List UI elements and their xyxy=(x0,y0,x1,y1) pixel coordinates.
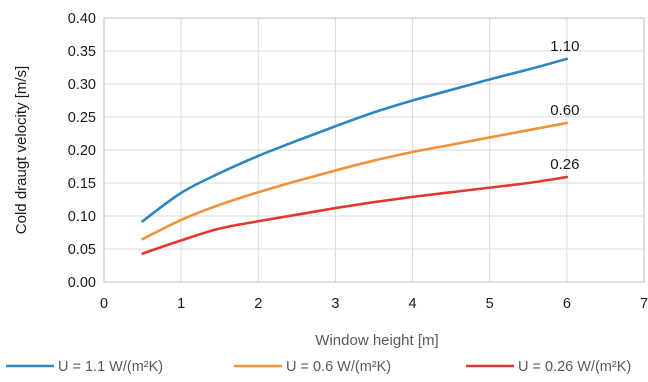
legend-label: U = 0.26 W/(m²K) xyxy=(518,359,631,375)
x-axis-tick-labels: 0 1 2 3 4 5 6 7 xyxy=(100,296,648,312)
series-lines xyxy=(141,57,569,255)
x-tick-label: 7 xyxy=(640,296,648,312)
series-line-1 xyxy=(141,57,569,223)
series-end-label: 0.60 xyxy=(550,102,579,119)
y-tick-label: 0.05 xyxy=(68,242,96,258)
y-tick-label: 0.00 xyxy=(68,275,96,291)
y-tick-label: 0.25 xyxy=(68,110,96,126)
y-axis-tick-labels: 0.00 0.05 0.10 0.15 0.20 0.25 0.30 0.35 0.40 xyxy=(68,11,96,291)
y-tick-label: 0.30 xyxy=(68,77,96,93)
x-tick-label: 5 xyxy=(486,296,494,312)
x-tick-label: 0 xyxy=(100,296,108,312)
legend: U = 1.1 W/(m²K) U = 0.6 W/(m²K) U = 0.26 W… xyxy=(6,359,631,375)
x-tick-label: 6 xyxy=(563,296,571,312)
plot-area-border xyxy=(103,17,645,283)
x-axis-title: Window height [m] xyxy=(315,332,438,349)
x-tick-label: 2 xyxy=(254,296,262,312)
x-tick-label: 4 xyxy=(409,296,417,312)
series-line-2 xyxy=(141,121,569,241)
y-tick-label: 0.40 xyxy=(68,11,96,27)
y-tick-label: 0.10 xyxy=(68,209,96,225)
series-end-labels: 1.10 0.60 0.26 xyxy=(550,38,579,173)
legend-label: U = 0.6 W/(m²K) xyxy=(286,359,391,375)
plot-frame xyxy=(103,17,645,283)
x-tick-label: 1 xyxy=(177,296,185,312)
series-end-label: 0.26 xyxy=(550,156,579,173)
series-end-label: 1.10 xyxy=(550,38,579,55)
x-tick-label: 3 xyxy=(331,296,339,312)
y-tick-label: 0.20 xyxy=(68,143,96,159)
series-line-3 xyxy=(141,175,569,255)
grid-lines xyxy=(103,17,645,283)
y-axis-title: Cold draugt velocity [m/s] xyxy=(13,66,30,234)
y-tick-label: 0.35 xyxy=(68,44,96,60)
y-tick-label: 0.15 xyxy=(68,176,96,192)
legend-label: U = 1.1 W/(m²K) xyxy=(58,359,163,375)
